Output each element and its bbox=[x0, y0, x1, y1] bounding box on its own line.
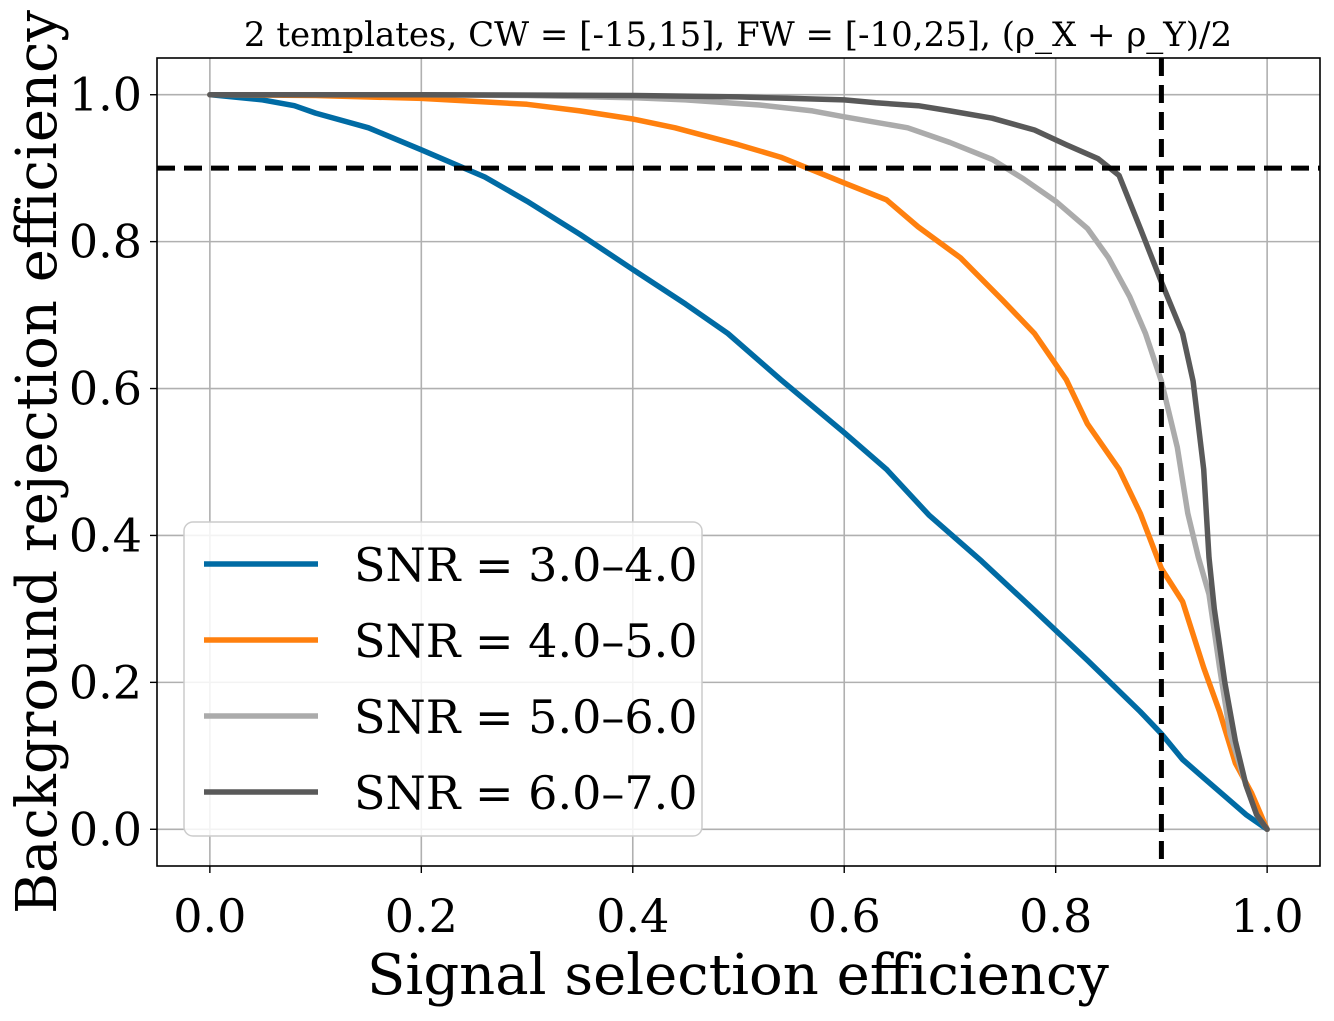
x-tick-label: 0.2 bbox=[385, 889, 458, 943]
y-tick-label: 1.0 bbox=[69, 68, 142, 122]
series-line-4 bbox=[207, 91, 1270, 833]
series-line-2 bbox=[207, 91, 1270, 833]
plot-frame bbox=[156, 57, 1321, 867]
series-lines bbox=[207, 91, 1270, 833]
chart-title: 2 templates, CW = [-15,15], FW = [-10,25… bbox=[244, 15, 1232, 55]
y-axis-label: Background rejection efficiency bbox=[5, 10, 70, 914]
legend-label-3: SNR = 5.0–6.0 bbox=[354, 690, 698, 744]
legend: SNR = 3.0–4.0 SNR = 4.0–5.0 SNR = 5.0–6.0 S… bbox=[183, 521, 703, 837]
legend-label-4: SNR = 6.0–7.0 bbox=[354, 766, 698, 820]
series-line-3 bbox=[207, 91, 1270, 833]
x-tick-label: 0.0 bbox=[173, 889, 246, 943]
series-line-1 bbox=[207, 91, 1270, 833]
legend-label-2: SNR = 4.0–5.0 bbox=[354, 614, 698, 668]
x-tick-labels: 0.0 0.2 0.4 0.6 0.8 1.0 bbox=[173, 866, 1304, 943]
x-tick-label: 0.8 bbox=[1019, 889, 1092, 943]
reference-lines bbox=[157, 58, 1320, 866]
x-tick-label: 1.0 bbox=[1231, 889, 1304, 943]
y-tick-label: 0.0 bbox=[69, 802, 142, 856]
x-tick-label: 0.6 bbox=[808, 889, 881, 943]
y-tick-label: 0.2 bbox=[69, 655, 142, 709]
legend-box bbox=[183, 521, 703, 837]
y-tick-label: 0.8 bbox=[69, 215, 142, 269]
y-tick-label: 0.6 bbox=[69, 362, 142, 416]
y-tick-label: 0.4 bbox=[69, 508, 142, 562]
x-tick-label: 0.4 bbox=[596, 889, 669, 943]
y-tick-labels: 0.0 0.2 0.4 0.6 0.8 1.0 bbox=[69, 68, 157, 856]
x-axis-label: Signal selection efficiency bbox=[367, 943, 1109, 1008]
legend-label-1: SNR = 3.0–4.0 bbox=[354, 538, 698, 592]
